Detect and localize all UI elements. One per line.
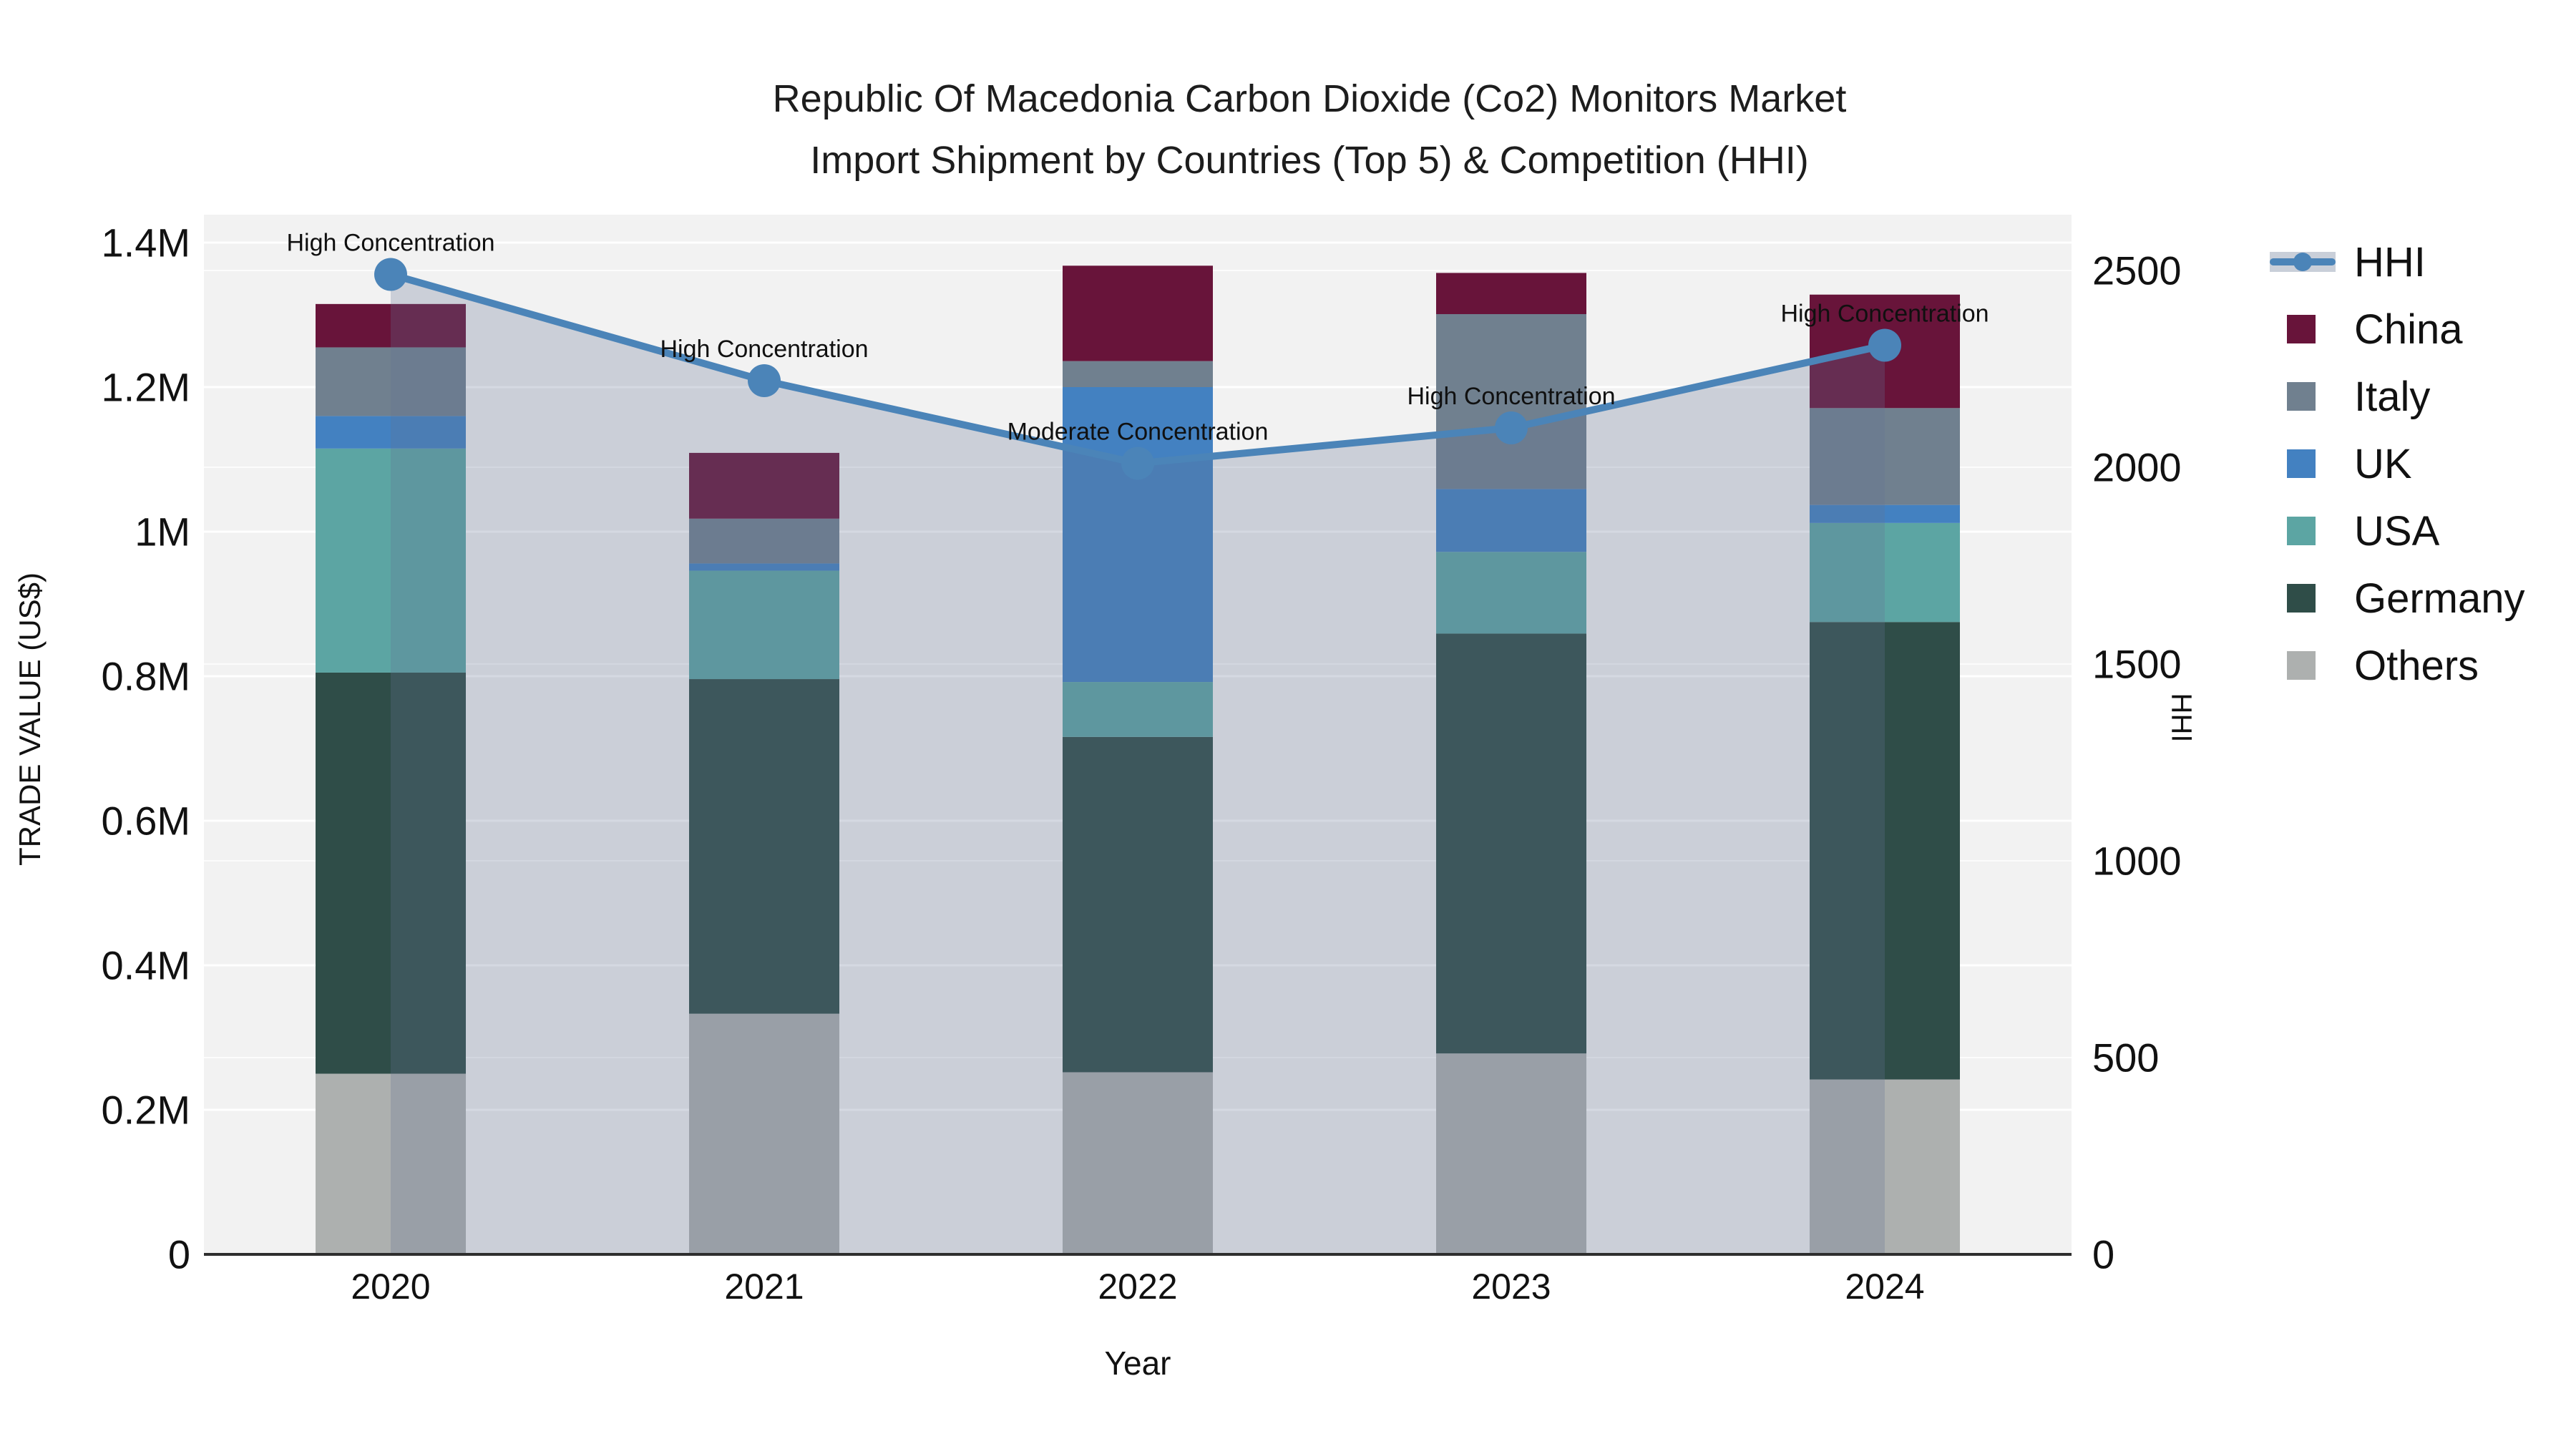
legend-swatch-uk-icon bbox=[2270, 430, 2354, 497]
y-axis-title-left: TRADE VALUE (US$) bbox=[13, 572, 47, 866]
annotation-2023: High Concentration bbox=[1407, 383, 1615, 410]
y-left-tick: 0.4M bbox=[102, 943, 191, 988]
bar-segment-2021-germany[interactable] bbox=[689, 679, 839, 1014]
y-right-tick: 2500 bbox=[2092, 248, 2182, 293]
bar-segment-2020-others[interactable] bbox=[316, 1073, 466, 1255]
legend-item-china[interactable]: China bbox=[2270, 296, 2525, 363]
legend-label: China bbox=[2354, 306, 2463, 353]
bar-segment-2023-germany[interactable] bbox=[1436, 633, 1586, 1054]
bar-segment-2021-others[interactable] bbox=[689, 1013, 839, 1254]
y-left-tick: 1.2M bbox=[102, 365, 191, 410]
hhi-marker-2023[interactable] bbox=[1495, 411, 1528, 444]
annotation-2020: High Concentration bbox=[286, 230, 494, 257]
y-left-tick: 0.8M bbox=[102, 654, 191, 699]
bar-segment-2023-uk[interactable] bbox=[1436, 489, 1586, 552]
y-right-tick: 0 bbox=[2092, 1232, 2114, 1277]
legend-swatch-china-icon bbox=[2270, 296, 2354, 363]
bar-segment-2024-italy[interactable] bbox=[1810, 408, 1960, 505]
bar-segment-2023-others[interactable] bbox=[1436, 1053, 1586, 1254]
bar-segment-2021-china[interactable] bbox=[689, 452, 839, 519]
bar-segment-2024-usa[interactable] bbox=[1810, 522, 1960, 623]
chart-title: Republic Of Macedonia Carbon Dioxide (Co… bbox=[773, 68, 1847, 191]
y-left-tick: 0 bbox=[168, 1232, 190, 1277]
legend-swatch-italy-icon bbox=[2270, 363, 2354, 430]
bar-segment-2023-usa[interactable] bbox=[1436, 552, 1586, 634]
legend-label: HHI bbox=[2354, 238, 2426, 286]
hhi-marker-2021[interactable] bbox=[748, 364, 781, 397]
legend: HHI China Italy UK USA Germany Others bbox=[2270, 228, 2525, 699]
x-tick: 2022 bbox=[1098, 1267, 1177, 1307]
bar-segment-2020-germany[interactable] bbox=[316, 672, 466, 1074]
legend-item-italy[interactable]: Italy bbox=[2270, 363, 2525, 430]
bar-segment-2024-uk[interactable] bbox=[1810, 504, 1960, 523]
legend-item-usa[interactable]: USA bbox=[2270, 497, 2525, 565]
annotation-2022: Moderate Concentration bbox=[1008, 419, 1269, 446]
x-tick: 2021 bbox=[724, 1267, 804, 1307]
bar-segment-2020-uk[interactable] bbox=[316, 416, 466, 449]
y-right-tick: 500 bbox=[2092, 1035, 2159, 1080]
legend-label: Italy bbox=[2354, 373, 2431, 420]
legend-item-others[interactable]: Others bbox=[2270, 632, 2525, 699]
bar-segment-2022-italy[interactable] bbox=[1063, 361, 1213, 387]
bar-segment-2020-usa[interactable] bbox=[316, 448, 466, 673]
y-right-tick: 1500 bbox=[2092, 642, 2182, 687]
x-tick: 2023 bbox=[1471, 1267, 1551, 1307]
bar-segment-2022-china[interactable] bbox=[1063, 265, 1213, 361]
legend-label: USA bbox=[2354, 507, 2440, 555]
x-tick: 2024 bbox=[1845, 1267, 1924, 1307]
hhi-area-fill bbox=[391, 274, 1885, 1254]
bar-segment-2022-germany[interactable] bbox=[1063, 736, 1213, 1073]
bar-segment-2024-others[interactable] bbox=[1810, 1079, 1960, 1254]
bar-segment-2021-uk[interactable] bbox=[689, 563, 839, 571]
bar-segment-2022-uk[interactable] bbox=[1063, 387, 1213, 683]
y-left-tick: 1M bbox=[135, 509, 190, 555]
annotation-2024: High Concentration bbox=[1780, 301, 1989, 328]
bar-segment-2020-italy[interactable] bbox=[316, 347, 466, 416]
bar-segment-2022-others[interactable] bbox=[1063, 1072, 1213, 1254]
x-tick: 2020 bbox=[351, 1267, 430, 1307]
legend-swatch-germany-icon bbox=[2270, 565, 2354, 632]
legend-label: Others bbox=[2354, 642, 2479, 689]
legend-swatch-usa-icon bbox=[2270, 497, 2354, 565]
legend-item-uk[interactable]: UK bbox=[2270, 430, 2525, 497]
chart-title-line1: Republic Of Macedonia Carbon Dioxide (Co… bbox=[772, 77, 1847, 120]
bar-segment-2024-germany[interactable] bbox=[1810, 622, 1960, 1080]
hhi-marker-2024[interactable] bbox=[1868, 328, 1901, 362]
chart-title-line2: Import Shipment by Countries (Top 5) & C… bbox=[810, 139, 1809, 182]
legend-swatch-others-icon bbox=[2270, 632, 2354, 699]
bar-segment-2020-china[interactable] bbox=[316, 303, 466, 348]
bar-segment-2022-usa[interactable] bbox=[1063, 682, 1213, 737]
legend-item-germany[interactable]: Germany bbox=[2270, 565, 2525, 632]
y-right-tick: 1000 bbox=[2092, 839, 2182, 884]
y-left-tick: 0.2M bbox=[102, 1088, 191, 1133]
bar-segment-2023-china[interactable] bbox=[1436, 273, 1586, 314]
y-right-tick: 2000 bbox=[2092, 445, 2182, 490]
bar-segment-2023-italy[interactable] bbox=[1436, 313, 1586, 489]
bar-segment-2021-italy[interactable] bbox=[689, 518, 839, 564]
bar-segment-2021-usa[interactable] bbox=[689, 570, 839, 680]
hhi-line-swatch-icon bbox=[2270, 228, 2354, 296]
x-axis-title: Year bbox=[1104, 1345, 1171, 1382]
hhi-marker-2022[interactable] bbox=[1121, 447, 1154, 480]
hhi-marker-2020[interactable] bbox=[374, 258, 407, 291]
annotation-2021: High Concentration bbox=[660, 336, 868, 363]
legend-label: UK bbox=[2354, 440, 2412, 487]
y-left-tick: 0.6M bbox=[102, 799, 191, 844]
legend-label: Germany bbox=[2354, 575, 2525, 622]
legend-item-hhi[interactable]: HHI bbox=[2270, 228, 2525, 296]
y-left-tick: 1.4M bbox=[102, 220, 191, 265]
y-axis-title-right: HHI bbox=[2165, 693, 2197, 743]
